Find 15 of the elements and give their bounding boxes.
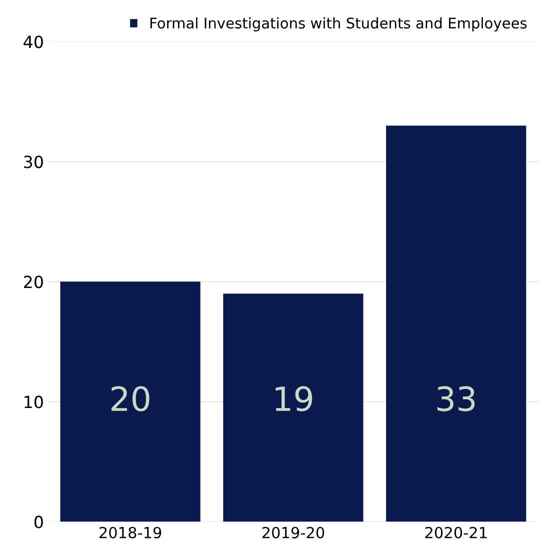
data-label: 20	[112, 386, 150, 412]
y-tick-label: 20	[24, 276, 43, 288]
x-tick-label: 2020-21	[425, 526, 487, 538]
data-label: 19	[276, 386, 312, 412]
legend-label: Formal Investigations with Students and Employees	[150, 17, 527, 32]
y-tick-label: 10	[24, 396, 43, 408]
bar	[60, 282, 200, 522]
y-tick-label: 40	[24, 36, 43, 48]
y-tick-label: 30	[24, 156, 43, 168]
bar	[386, 126, 526, 522]
bar	[223, 294, 364, 522]
x-tick-label: 2019-20	[262, 526, 324, 538]
y-tick-label: 0	[34, 516, 43, 528]
x-tick-label: 2018-19	[100, 526, 162, 538]
data-label: 33	[437, 386, 475, 412]
